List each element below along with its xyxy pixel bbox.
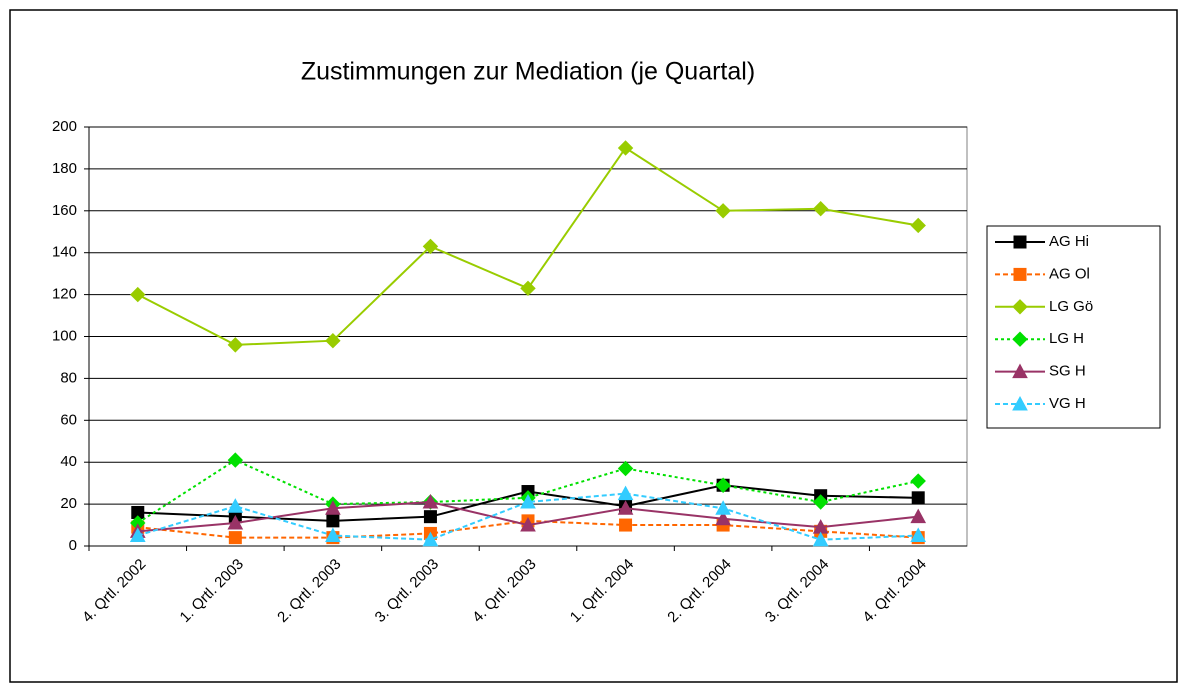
data-point xyxy=(911,491,925,505)
y-tick-label: 120 xyxy=(52,286,77,303)
data-point xyxy=(227,498,244,513)
data-point xyxy=(619,518,633,532)
data-point xyxy=(617,500,634,515)
data-point xyxy=(227,514,244,530)
data-point xyxy=(715,500,731,515)
data-point xyxy=(715,510,731,526)
data-point xyxy=(325,332,341,349)
y-tick-label: 100 xyxy=(52,327,77,344)
legend-marker xyxy=(1012,299,1028,315)
data-point xyxy=(325,500,341,515)
data-point xyxy=(617,485,634,501)
data-point xyxy=(520,280,536,297)
legend-label: VG H xyxy=(1049,395,1086,412)
y-tick-label: 20 xyxy=(60,495,77,512)
data-point xyxy=(227,337,244,353)
y-tick-label: 60 xyxy=(60,411,77,428)
data-point xyxy=(227,452,244,468)
data-point xyxy=(422,238,439,255)
y-tick-label: 200 xyxy=(52,118,77,135)
legend-box xyxy=(986,225,1161,429)
chart-title: Zustimmungen zur Mediation (je Quartal) xyxy=(301,58,755,86)
data-point xyxy=(520,516,536,532)
data-point xyxy=(812,200,829,217)
legend-label: LG Gö xyxy=(1049,298,1093,315)
legend-marker xyxy=(1013,267,1027,281)
legend-marker xyxy=(1012,331,1028,347)
data-point xyxy=(910,527,927,543)
data-point xyxy=(715,203,731,219)
data-point xyxy=(812,494,829,510)
y-tick-label: 140 xyxy=(52,244,77,261)
data-point xyxy=(715,477,731,493)
y-tick-label: 80 xyxy=(60,369,77,386)
y-tick-label: 180 xyxy=(52,160,77,177)
y-tick-label: 0 xyxy=(69,537,77,554)
data-point xyxy=(130,286,146,303)
data-point xyxy=(228,531,242,545)
data-point xyxy=(422,493,439,509)
data-point xyxy=(129,527,146,543)
data-point xyxy=(520,493,536,509)
y-tick-label: 40 xyxy=(60,453,77,470)
legend-marker xyxy=(1012,395,1028,411)
data-point xyxy=(910,508,927,524)
legend-marker xyxy=(1013,235,1027,249)
series-line xyxy=(137,519,919,539)
data-point xyxy=(422,531,439,547)
legend-marker xyxy=(1012,363,1028,379)
data-point xyxy=(910,217,926,234)
data-point xyxy=(812,531,829,547)
legend-label: LG H xyxy=(1049,330,1084,347)
data-point xyxy=(617,460,634,477)
data-point xyxy=(423,510,437,524)
data-point xyxy=(617,140,634,156)
legend-label: AG Ol xyxy=(1049,265,1090,282)
data-point xyxy=(910,473,926,489)
series-line xyxy=(137,458,919,524)
y-tick-label: 160 xyxy=(52,202,77,219)
legend-label: SG H xyxy=(1049,363,1086,380)
data-point xyxy=(326,514,340,528)
legend-label: AG Hi xyxy=(1049,233,1089,250)
data-point xyxy=(325,527,341,543)
